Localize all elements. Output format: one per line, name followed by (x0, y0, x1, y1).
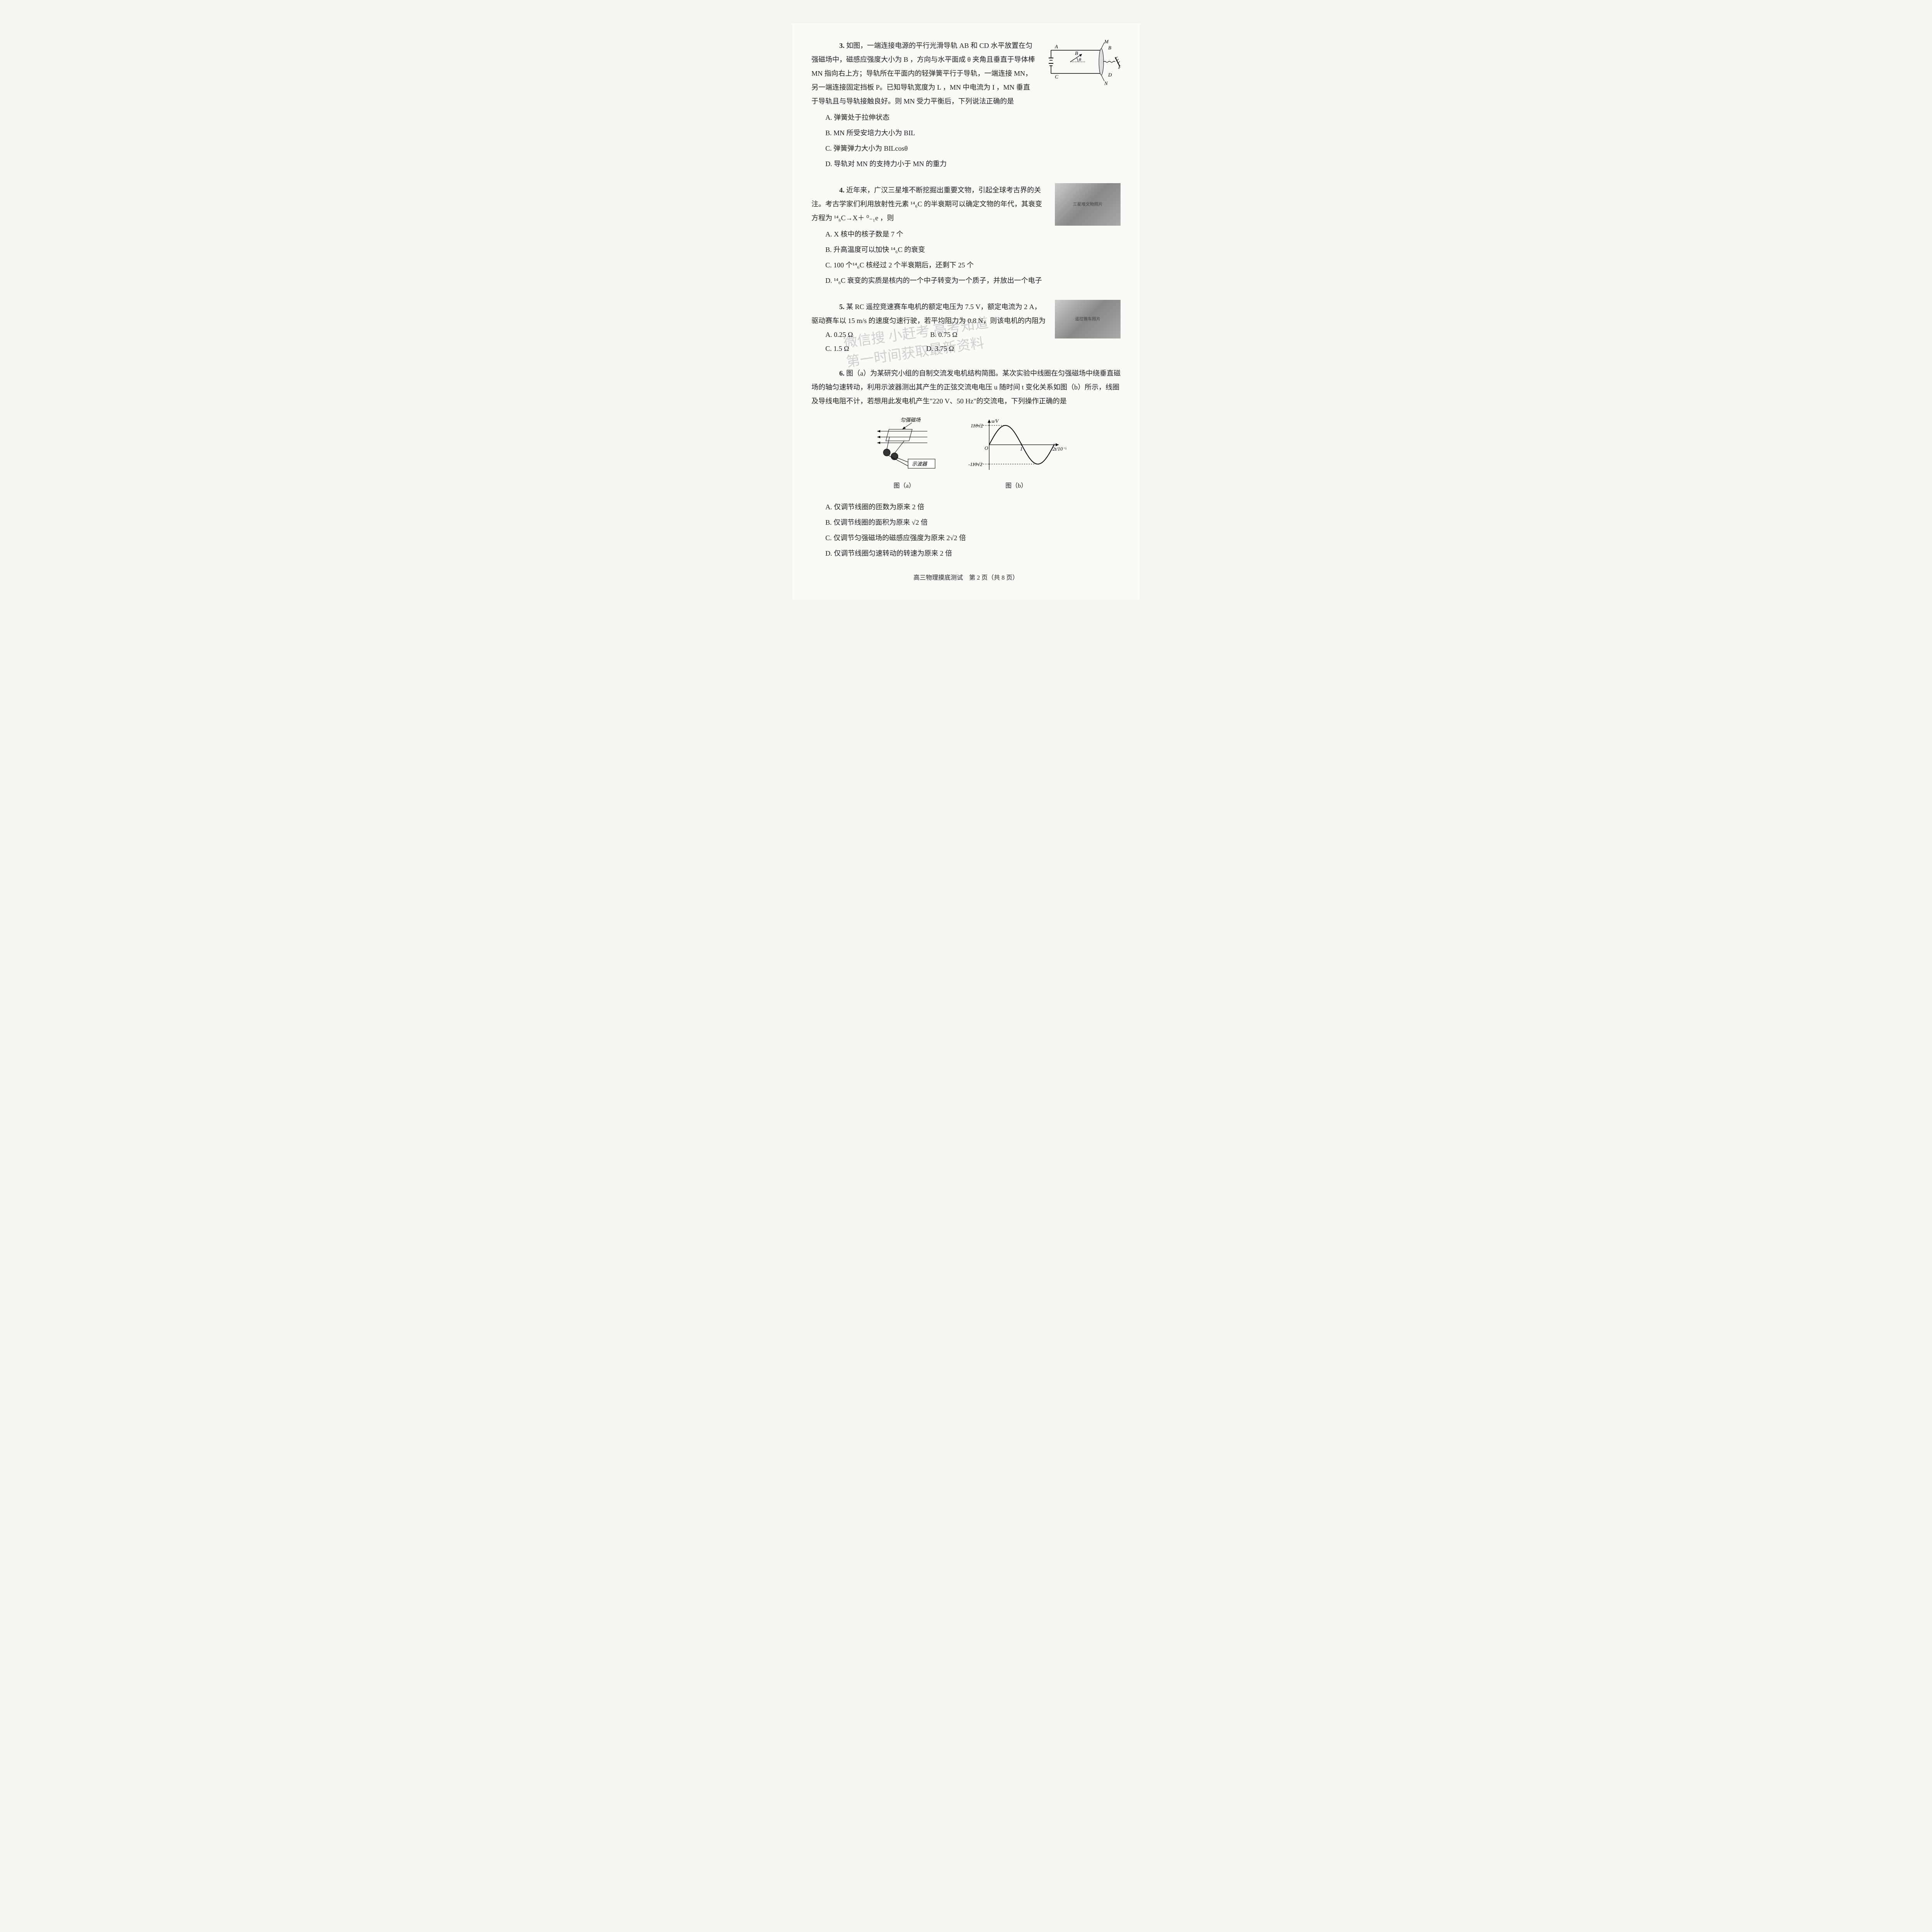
q4-option-a: A. X 核中的核子数是 7 个 (825, 227, 1121, 241)
svg-text:P: P (1118, 64, 1121, 70)
svg-text:M: M (1104, 39, 1109, 44)
q4-artifact-photo: 三星堆文物照片 (1055, 183, 1121, 226)
svg-text:B: B (1075, 50, 1078, 56)
q5-option-d: D. 3.75 Ω (926, 342, 954, 355)
svg-text:A: A (1054, 44, 1058, 49)
svg-text:2: 2 (1053, 446, 1055, 452)
q6-option-a: A. 仅调节线圈的匝数为原来 2 倍 (825, 500, 1121, 514)
q3-stem-text: 如图，一端连接电源的平行光滑导轨 AB 和 CD 水平放置在匀强磁场中，磁感应强… (811, 42, 1035, 105)
question-3: A B C D M N P B θ 3. 如图，一端连接电源的平行光滑导轨 AB… (811, 39, 1121, 172)
svg-text:u/V: u/V (992, 418, 999, 424)
svg-text:示波器: 示波器 (912, 461, 927, 467)
q6-figure-a: 匀强磁场 (866, 416, 943, 492)
q3-circuit-diagram: A B C D M N P B θ (1043, 39, 1121, 89)
question-5: 遥控赛车照片 5. 某 RC 遥控竞速赛车电机的额定电压为 7.5 V，额定电流… (811, 300, 1121, 355)
question-4: 三星堆文物照片 4. 近年来，广汉三星堆不断挖掘出重要文物，引起全球考古界的关注… (811, 183, 1121, 289)
q5-option-b: B. 0.75 Ω (930, 328, 957, 342)
q6-sine-wave-chart: u/V t/10⁻²s 110√2 -110√2 O 1 2 (966, 416, 1066, 474)
page-footer: 高三物理摸底测试 第 2 页（共 8 页） (811, 572, 1121, 584)
svg-text:θ: θ (1079, 57, 1081, 62)
svg-text:t/10⁻²s: t/10⁻²s (1055, 446, 1066, 452)
q3-figure: A B C D M N P B θ (1043, 39, 1121, 94)
q3-option-b: B. MN 所受安培力大小为 BIL (825, 126, 1121, 140)
svg-text:D: D (1108, 72, 1112, 78)
q4-option-c: C. 100 个¹⁴₆C 核经过 2 个半衰期后，还剩下 25 个 (825, 258, 1121, 272)
svg-text:110√2: 110√2 (971, 423, 983, 429)
svg-text:-110√2: -110√2 (968, 461, 983, 467)
q4-option-b: B. 升高温度可以加快 ¹⁴₆C 的衰变 (825, 243, 1121, 257)
q5-number: 5. (825, 300, 845, 314)
q3-option-d: D. 导轨对 MN 的支持力小于 MN 的重力 (825, 157, 1121, 171)
q6-generator-diagram: 匀强磁场 (866, 416, 943, 474)
q6-option-d: D. 仅调节线圈匀速转动的转速为原来 2 倍 (825, 546, 1121, 560)
q3-options: A. 弹簧处于拉伸状态 B. MN 所受安培力大小为 BIL C. 弹簧弹力大小… (811, 111, 1121, 171)
q4-number: 4. (825, 183, 845, 197)
q6-figb-caption: 图（b） (966, 480, 1066, 492)
question-6: 6. 图（a）为某研究小组的自制交流发电机结构简图。某次实验中线圈在匀强磁场中绕… (811, 366, 1121, 560)
q5-stem-text: 某 RC 遥控竞速赛车电机的额定电压为 7.5 V，额定电流为 2 A，驱动赛车… (811, 303, 1046, 325)
svg-text:N: N (1104, 80, 1108, 86)
q4-figure: 三星堆文物照片 (1055, 183, 1121, 226)
q3-number: 3. (825, 39, 845, 53)
q6-option-c: C. 仅调节匀强磁场的磁感应强度为原来 2√2 倍 (825, 531, 1121, 545)
q5-option-c: C. 1.5 Ω (825, 342, 849, 355)
q6-stem: 6. 图（a）为某研究小组的自制交流发电机结构简图。某次实验中线圈在匀强磁场中绕… (798, 366, 1121, 408)
q5-options-row1: A. 0.25 Ω B. 0.75 Ω (811, 328, 1047, 342)
q6-figure-b: u/V t/10⁻²s 110√2 -110√2 O 1 2 图（b） (966, 416, 1066, 492)
q4-option-d: D. ¹⁴₆C 衰变的实质是核内的一个中子转变为一个质子，并放出一个电子 (825, 274, 1121, 287)
q6-stem-text: 图（a）为某研究小组的自制交流发电机结构简图。某次实验中线圈在匀强磁场中绕垂直磁… (811, 369, 1121, 405)
q6-options: A. 仅调节线圈的匝数为原来 2 倍 B. 仅调节线圈的面积为原来 √2 倍 C… (811, 500, 1121, 560)
svg-text:B: B (1108, 45, 1111, 51)
exam-page: A B C D M N P B θ 3. 如图，一端连接电源的平行光滑导轨 AB… (792, 23, 1140, 600)
q5-options-row2: C. 1.5 Ω D. 3.75 Ω (811, 342, 1047, 355)
q4-options: A. X 核中的核子数是 7 个 B. 升高温度可以加快 ¹⁴₆C 的衰变 C.… (811, 227, 1121, 287)
q3-option-c: C. 弹簧弹力大小为 BILcosθ (825, 141, 1121, 155)
q4-stem-text: 近年来，广汉三星堆不断挖掘出重要文物，引起全球考古界的关注。考古学家们利用放射性… (811, 186, 1042, 222)
svg-text:O: O (985, 445, 988, 451)
q6-figa-caption: 图（a） (866, 480, 943, 492)
q5-car-photo: 遥控赛车照片 (1055, 300, 1121, 338)
q5-figure: 遥控赛车照片 (1055, 300, 1121, 338)
q3-option-a: A. 弹簧处于拉伸状态 (825, 111, 1121, 124)
svg-text:1: 1 (1020, 446, 1023, 452)
q5-option-a: A. 0.25 Ω (825, 328, 853, 342)
q6-option-b: B. 仅调节线圈的面积为原来 √2 倍 (825, 515, 1121, 529)
svg-text:匀强磁场: 匀强磁场 (900, 417, 921, 423)
q6-figures: 匀强磁场 (811, 416, 1121, 492)
svg-text:C: C (1055, 74, 1058, 80)
q6-number: 6. (825, 366, 845, 380)
